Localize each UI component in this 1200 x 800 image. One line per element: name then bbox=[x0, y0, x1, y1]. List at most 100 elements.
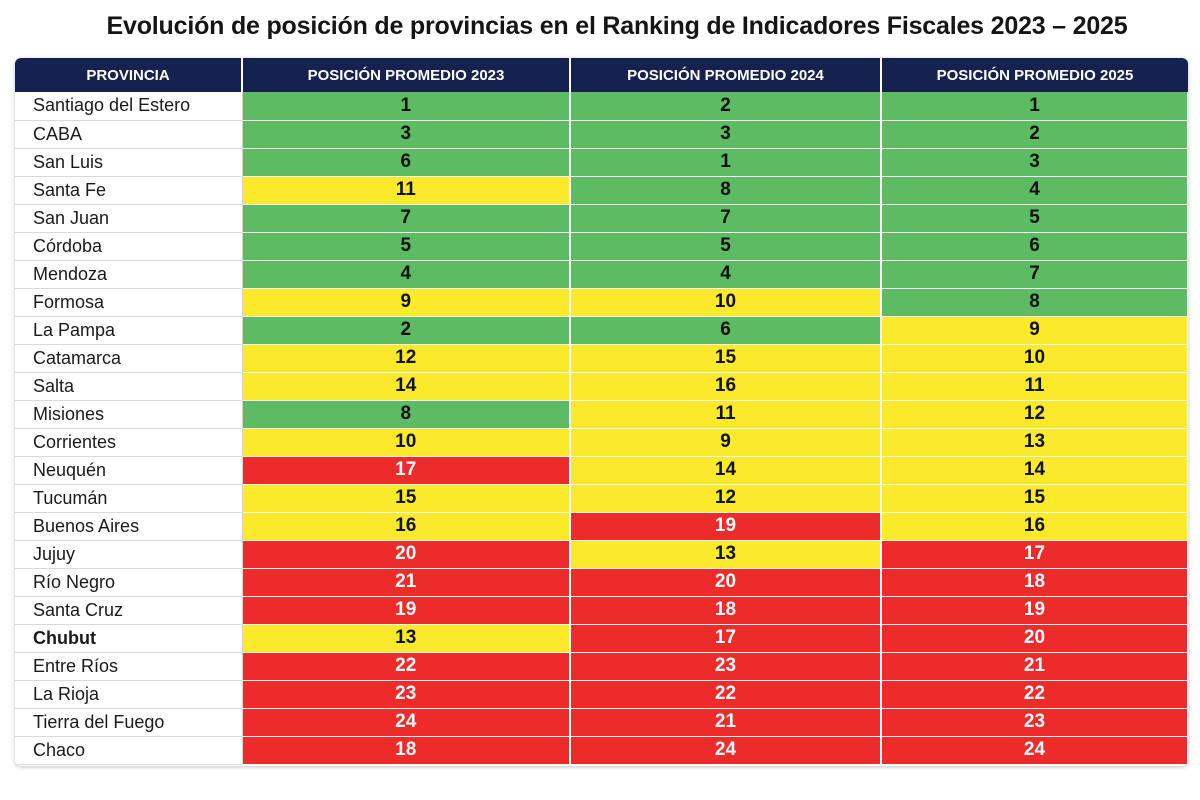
rank-cell-2024: 14 bbox=[570, 456, 882, 485]
rank-cell-2023: 14 bbox=[242, 372, 571, 401]
rank-cell-2024: 24 bbox=[570, 736, 882, 765]
province-name-cell: Santiago del Estero bbox=[15, 92, 243, 121]
rank-cell-2025: 21 bbox=[881, 652, 1188, 681]
rank-cell-2023: 1 bbox=[242, 92, 571, 121]
rank-cell-2023: 17 bbox=[242, 456, 571, 485]
table-row: San Juan 7 7 5 bbox=[15, 204, 1188, 233]
rank-cell-2024: 5 bbox=[570, 232, 882, 261]
province-name-cell: La Rioja bbox=[15, 680, 243, 709]
table-row: Jujuy 20 13 17 bbox=[15, 540, 1188, 569]
rank-cell-2025: 14 bbox=[881, 456, 1188, 485]
rank-cell-2024: 2 bbox=[570, 92, 882, 121]
rank-cell-2024: 22 bbox=[570, 680, 882, 709]
table-row: Formosa 9 10 8 bbox=[15, 288, 1188, 317]
rank-cell-2024: 20 bbox=[570, 568, 882, 597]
province-name-cell: Córdoba bbox=[15, 232, 243, 261]
province-name-cell: Salta bbox=[15, 372, 243, 401]
table-row: Catamarca 12 15 10 bbox=[15, 344, 1188, 373]
rank-cell-2025: 5 bbox=[881, 204, 1188, 233]
table-row: La Rioja 23 22 22 bbox=[15, 680, 1188, 709]
province-name-cell: San Luis bbox=[15, 148, 243, 177]
rank-cell-2024: 16 bbox=[570, 372, 882, 401]
rank-cell-2024: 18 bbox=[570, 596, 882, 625]
province-name-cell: La Pampa bbox=[15, 316, 243, 345]
rank-cell-2025: 11 bbox=[881, 372, 1188, 401]
rank-cell-2023: 2 bbox=[242, 316, 571, 345]
rank-cell-2023: 9 bbox=[242, 288, 571, 317]
rank-cell-2024: 6 bbox=[570, 316, 882, 345]
rank-cell-2025: 24 bbox=[881, 736, 1188, 765]
province-name-cell: Entre Ríos bbox=[15, 652, 243, 681]
rank-cell-2023: 12 bbox=[242, 344, 571, 373]
rank-cell-2024: 15 bbox=[570, 344, 882, 373]
table-row: Santa Cruz 19 18 19 bbox=[15, 596, 1188, 625]
table-row: Corrientes 10 9 13 bbox=[15, 428, 1188, 457]
rank-cell-2023: 23 bbox=[242, 680, 571, 709]
province-name-cell: Corrientes bbox=[15, 428, 243, 457]
ranking-table: PROVINCIA POSICIÓN PROMEDIO 2023 POSICIÓ… bbox=[15, 58, 1188, 765]
rank-cell-2025: 17 bbox=[881, 540, 1188, 569]
rank-cell-2023: 20 bbox=[242, 540, 571, 569]
rank-cell-2025: 20 bbox=[881, 624, 1188, 653]
rank-cell-2025: 7 bbox=[881, 260, 1188, 289]
province-name-cell: Santa Cruz bbox=[15, 596, 243, 625]
rank-cell-2025: 13 bbox=[881, 428, 1188, 457]
rank-cell-2024: 17 bbox=[570, 624, 882, 653]
rank-cell-2023: 21 bbox=[242, 568, 571, 597]
rank-cell-2024: 9 bbox=[570, 428, 882, 457]
table-row: Chaco 18 24 24 bbox=[15, 736, 1188, 765]
rank-cell-2025: 18 bbox=[881, 568, 1188, 597]
province-name-cell: Santa Fe bbox=[15, 176, 243, 205]
table-row: San Luis 6 1 3 bbox=[15, 148, 1188, 177]
rank-cell-2024: 8 bbox=[570, 176, 882, 205]
province-name-cell: Tucumán bbox=[15, 484, 243, 513]
rank-cell-2025: 9 bbox=[881, 316, 1188, 345]
rank-cell-2025: 6 bbox=[881, 232, 1188, 261]
rank-cell-2023: 22 bbox=[242, 652, 571, 681]
table-row: Chubut 13 17 20 bbox=[15, 624, 1188, 653]
rank-cell-2024: 7 bbox=[570, 204, 882, 233]
rank-cell-2024: 3 bbox=[570, 120, 882, 149]
province-name-cell: Mendoza bbox=[15, 260, 243, 289]
rank-cell-2023: 16 bbox=[242, 512, 571, 541]
province-name-cell: Catamarca bbox=[15, 344, 243, 373]
column-header-2024: POSICIÓN PROMEDIO 2024 bbox=[570, 58, 882, 92]
rank-cell-2024: 23 bbox=[570, 652, 882, 681]
province-name-cell: Buenos Aires bbox=[15, 512, 243, 541]
province-name-cell: CABA bbox=[15, 120, 243, 149]
province-name-cell: Jujuy bbox=[15, 540, 243, 569]
rank-cell-2024: 21 bbox=[570, 708, 882, 737]
rank-cell-2024: 10 bbox=[570, 288, 882, 317]
rank-cell-2023: 6 bbox=[242, 148, 571, 177]
province-name-cell: San Juan bbox=[15, 204, 243, 233]
column-header-provincia: PROVINCIA bbox=[15, 58, 243, 92]
rank-cell-2023: 18 bbox=[242, 736, 571, 765]
province-name-cell: Río Negro bbox=[15, 568, 243, 597]
rank-cell-2025: 19 bbox=[881, 596, 1188, 625]
rank-cell-2025: 1 bbox=[881, 92, 1188, 121]
rank-cell-2023: 4 bbox=[242, 260, 571, 289]
rank-cell-2025: 22 bbox=[881, 680, 1188, 709]
rank-cell-2025: 15 bbox=[881, 484, 1188, 513]
table-row: Mendoza 4 4 7 bbox=[15, 260, 1188, 289]
rank-cell-2025: 23 bbox=[881, 708, 1188, 737]
table-row: Santa Fe 11 8 4 bbox=[15, 176, 1188, 205]
table-row: Tucumán 15 12 15 bbox=[15, 484, 1188, 513]
chart-title: Evolución de posición de provincias en e… bbox=[106, 12, 1128, 40]
rank-cell-2023: 8 bbox=[242, 400, 571, 429]
ranking-table-container: PROVINCIA POSICIÓN PROMEDIO 2023 POSICIÓ… bbox=[15, 58, 1188, 766]
column-header-2023: POSICIÓN PROMEDIO 2023 bbox=[242, 58, 571, 92]
table-row: Santiago del Estero 1 2 1 bbox=[15, 92, 1188, 121]
rank-cell-2025: 8 bbox=[881, 288, 1188, 317]
rank-cell-2023: 5 bbox=[242, 232, 571, 261]
province-name-cell: Formosa bbox=[15, 288, 243, 317]
rank-cell-2025: 10 bbox=[881, 344, 1188, 373]
rank-cell-2023: 10 bbox=[242, 428, 571, 457]
rank-cell-2025: 3 bbox=[881, 148, 1188, 177]
province-name-cell: Tierra del Fuego bbox=[15, 708, 243, 737]
rank-cell-2025: 12 bbox=[881, 400, 1188, 429]
rank-cell-2025: 4 bbox=[881, 176, 1188, 205]
table-body: Santiago del Estero 1 2 1 CABA 3 3 2 San Luis 6 1 3… bbox=[15, 92, 1188, 765]
column-header-2025: POSICIÓN PROMEDIO 2025 bbox=[881, 58, 1188, 92]
rank-cell-2023: 13 bbox=[242, 624, 571, 653]
